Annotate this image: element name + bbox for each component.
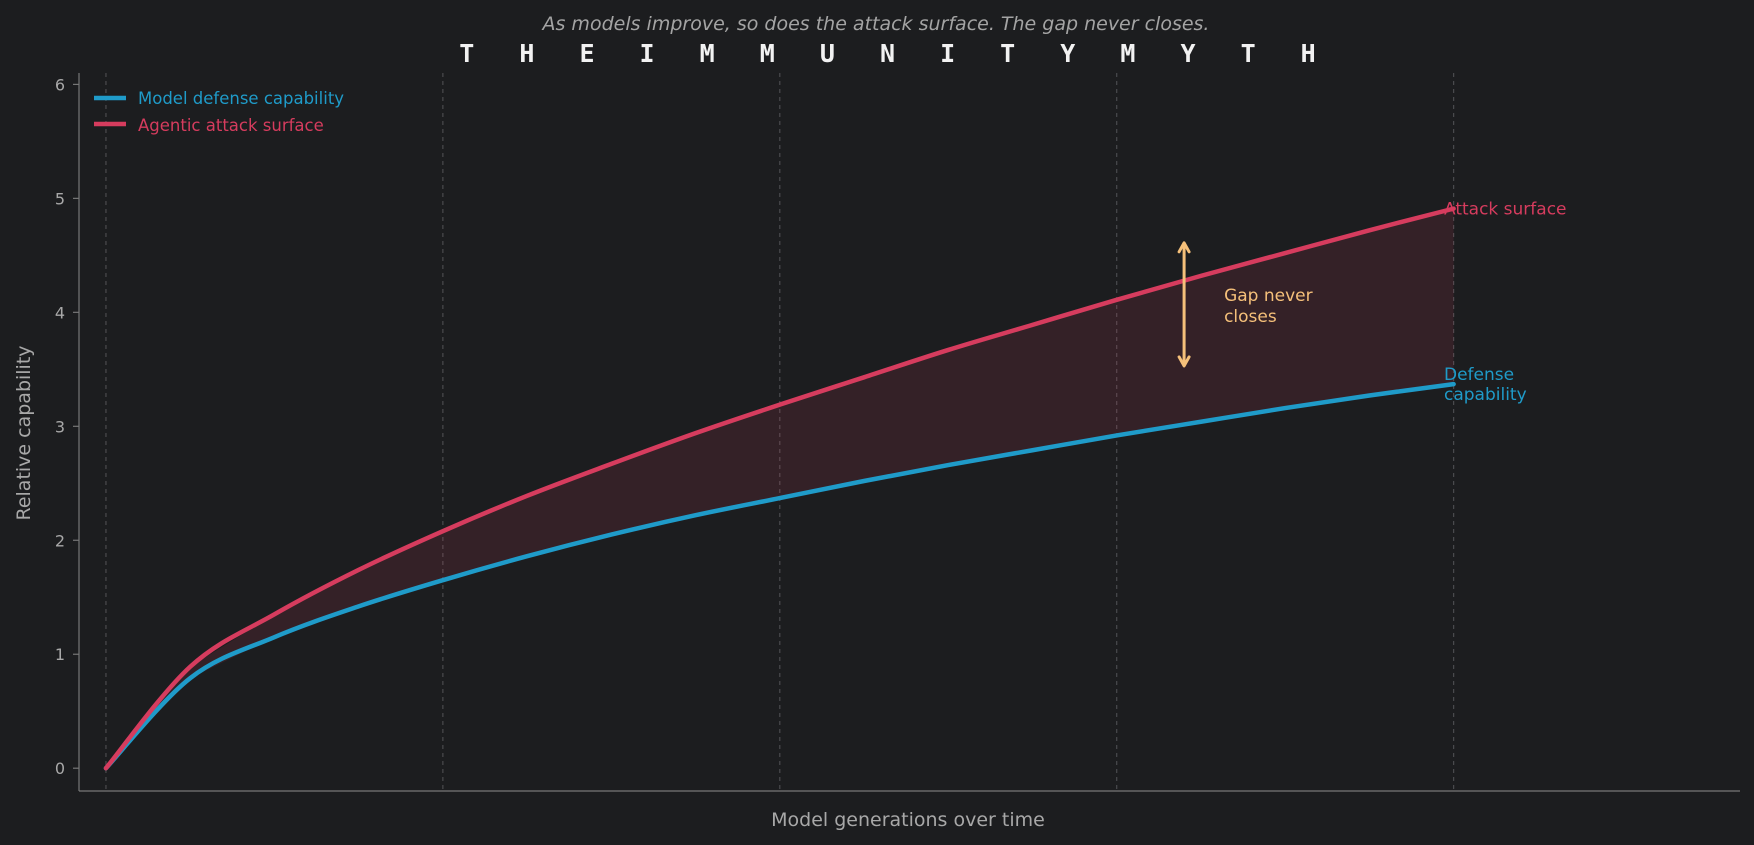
gap-arrowhead-top [1177, 241, 1191, 254]
y-tick-label-0: 0 [55, 759, 65, 778]
series-lines [103, 206, 1456, 771]
gap-annotation-line1: Gap never [1224, 286, 1313, 306]
gap-fill-area [105, 208, 1454, 769]
y-axis-ticks: 0 1 2 3 4 5 6 [55, 75, 79, 778]
x-axis-label: Model generations over time [771, 809, 1045, 831]
end-label-attack-surface: Attack surface [1444, 200, 1567, 220]
y-tick-label-1: 1 [55, 645, 65, 664]
y-tick-label-4: 4 [55, 303, 65, 322]
gap-annotation-line2: closes [1224, 307, 1277, 327]
chart-subtitle: As models improve, so does the attack su… [541, 13, 1210, 35]
end-label-defense-line1: Defense [1444, 365, 1514, 385]
end-label-defense-capability: Defense capability [1444, 365, 1527, 405]
y-tick-label-2: 2 [55, 531, 65, 550]
gap-arrowhead-bottom [1177, 355, 1191, 368]
y-tick-label-6: 6 [55, 75, 65, 94]
gap-annotation-text: Gap never closes [1224, 286, 1318, 327]
end-label-defense-line2: capability [1444, 385, 1527, 405]
y-tick-label-5: 5 [55, 189, 65, 208]
legend-label-defense: Model defense capability [138, 89, 344, 108]
y-tick-label-3: 3 [55, 417, 65, 436]
y-axis-label: Relative capability [13, 345, 35, 520]
series-line-attack [103, 206, 1456, 771]
series-line-defense [103, 381, 1456, 771]
legend-label-attack: Agentic attack surface [138, 116, 324, 135]
chart-title: T H E I M M U N I T Y M Y T H [459, 39, 1331, 68]
gap-annotation: Gap never closes [1177, 241, 1318, 368]
legend: Model defense capability Agentic attack … [94, 89, 344, 135]
